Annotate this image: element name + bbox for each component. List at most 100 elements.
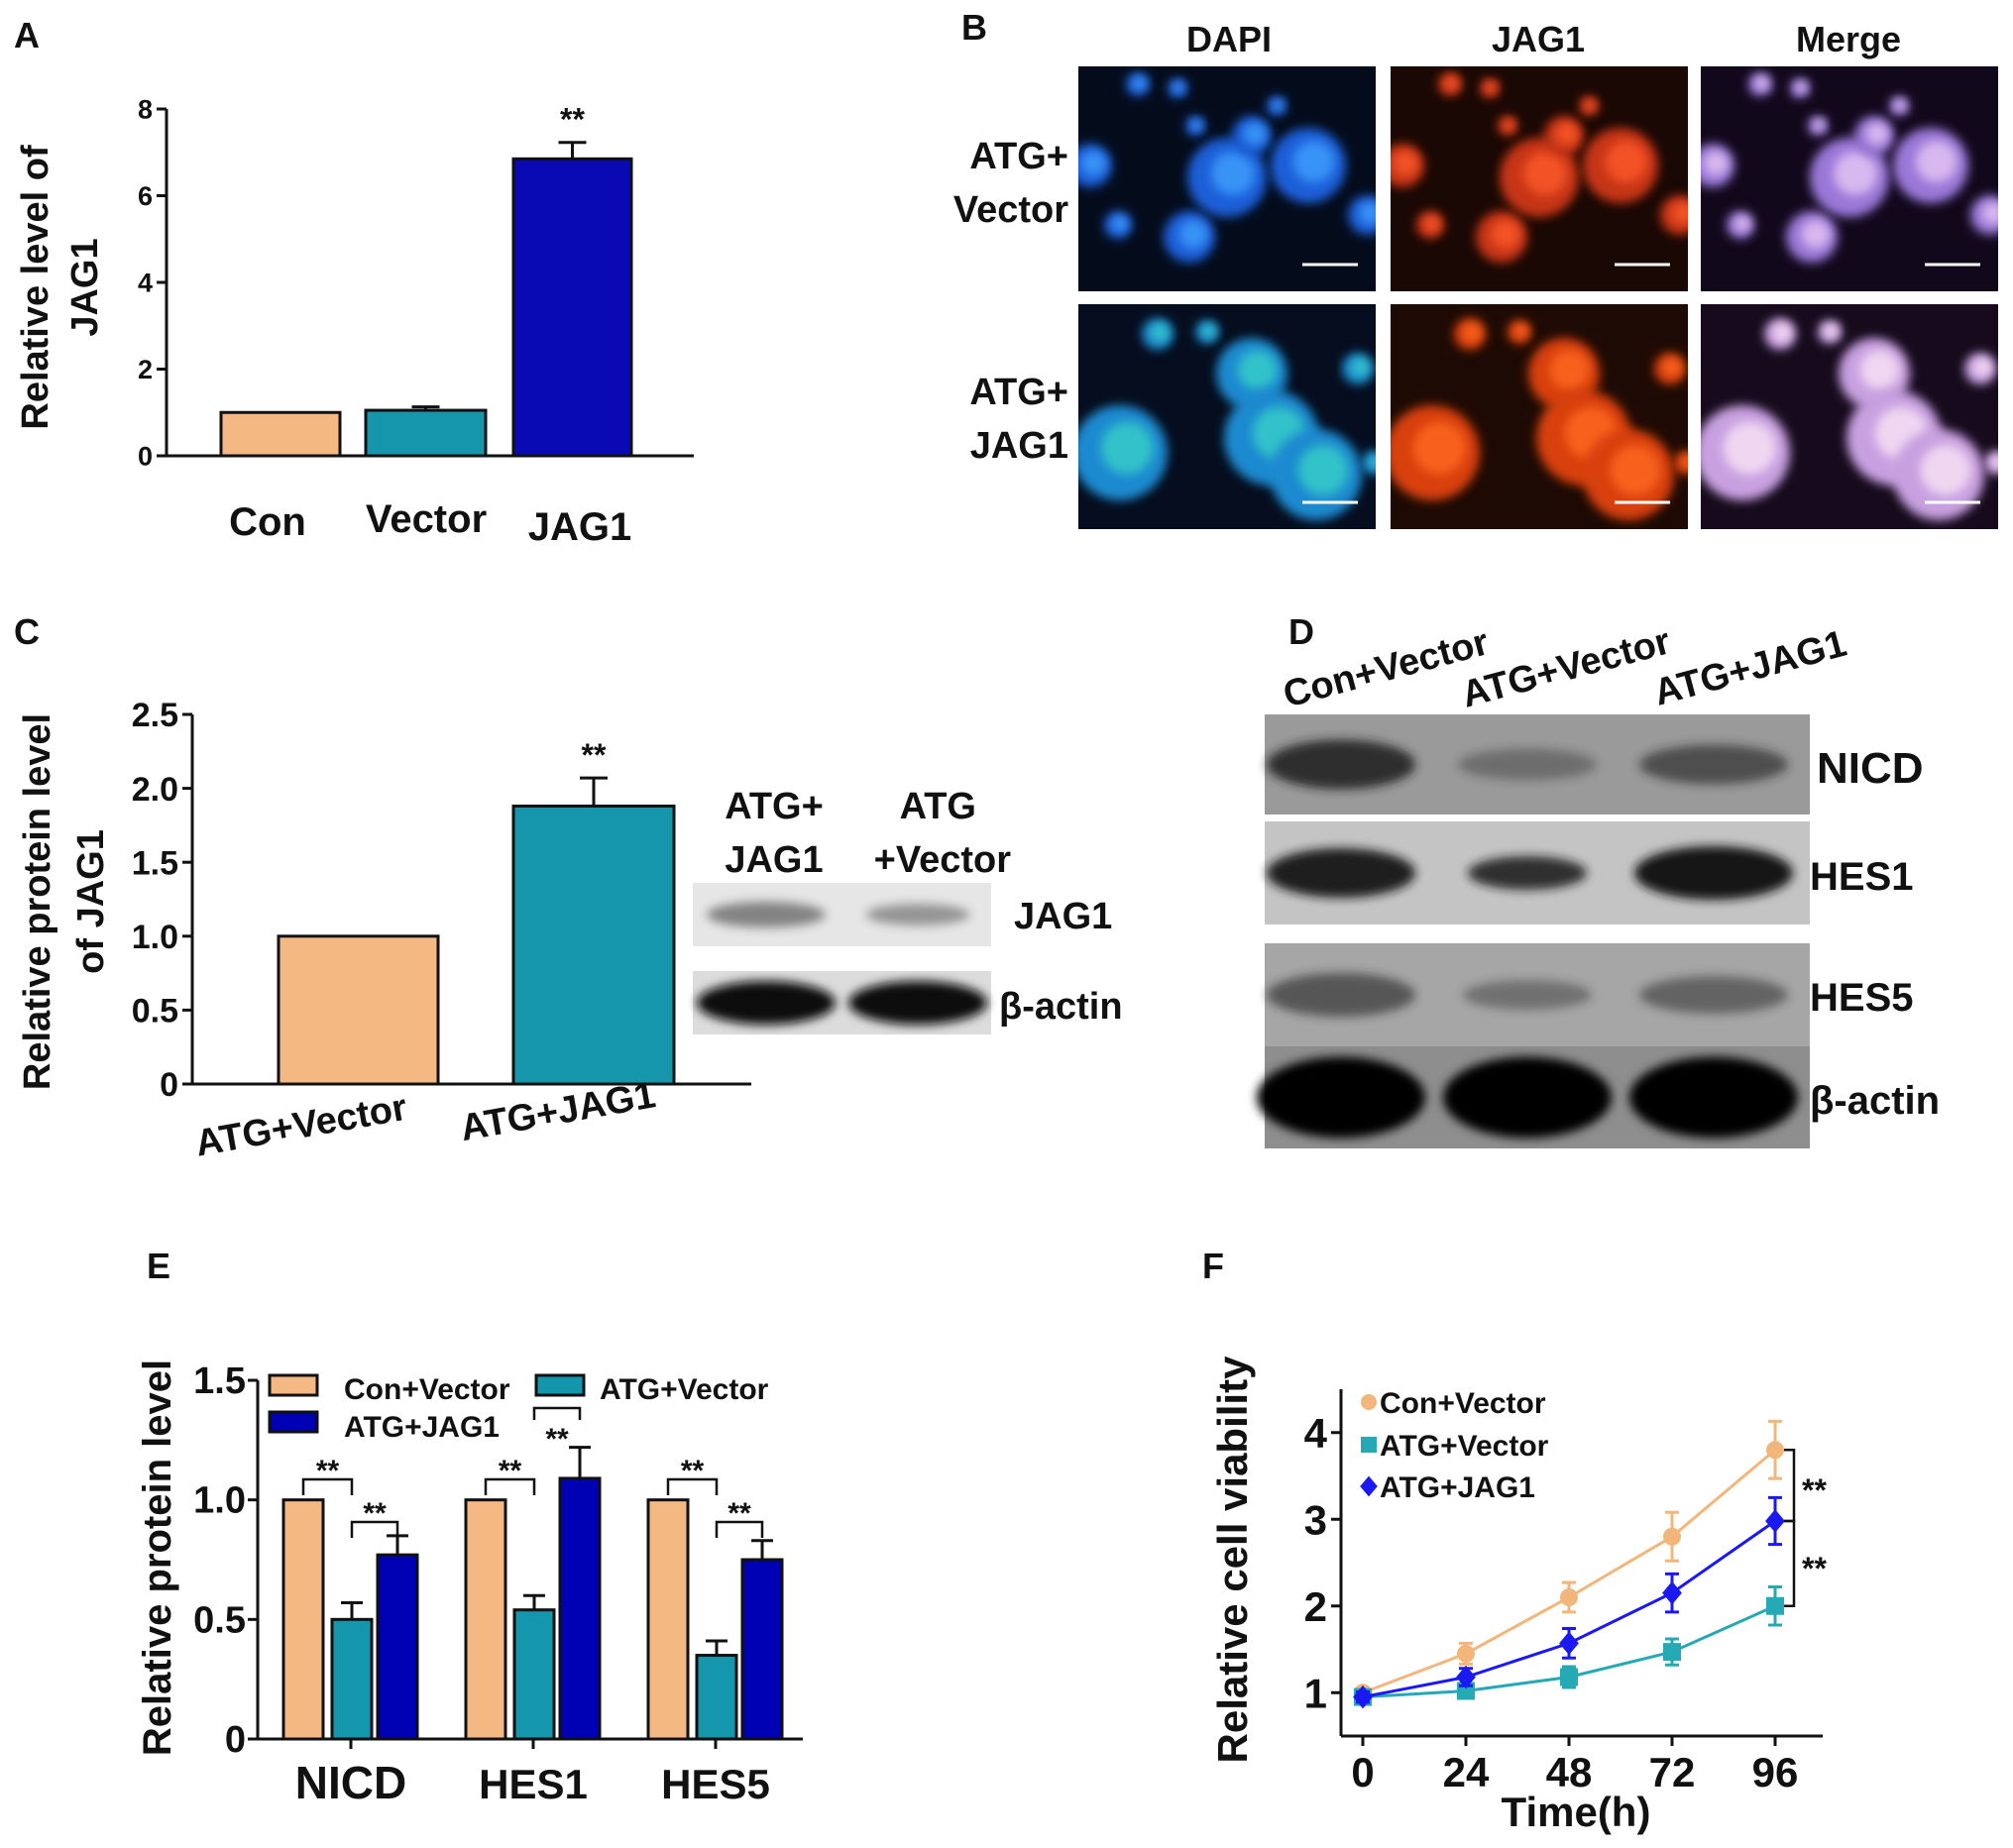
y-tick-label: 6 — [138, 181, 153, 211]
cell-cluster-core — [1920, 445, 1971, 495]
cell-cluster-core — [1491, 220, 1520, 249]
y-tick-label: 0 — [225, 1719, 246, 1761]
channel-header: Merge — [1796, 19, 1901, 59]
panel-label-D: D — [1288, 611, 1314, 652]
panel-label-B: B — [961, 7, 987, 48]
protein-band — [1257, 1056, 1425, 1139]
band-label: β-actin — [1810, 1079, 1940, 1123]
significance-label: ** — [727, 1497, 751, 1530]
protein-band — [865, 904, 970, 925]
band-label: HES1 — [1810, 855, 1914, 899]
protein-band — [1443, 1056, 1612, 1139]
chart-C: 0 0.5 1.0 1.5 2.0 2.5 ATG+Vector ** ATG+JAG1 Rela… — [17, 697, 751, 1165]
data-point — [1457, 1644, 1475, 1663]
bar — [511, 805, 676, 1086]
significance-label: ** — [681, 1455, 705, 1487]
significance-bracket — [1784, 1449, 1796, 1523]
panel-label-C: C — [14, 611, 40, 652]
cell-clusters — [1078, 318, 1376, 520]
cell-clusters — [1391, 72, 1688, 263]
x-tick-label: Vector — [366, 497, 487, 541]
cell-cluster-core — [1292, 141, 1335, 183]
significance-label: ** — [1802, 1551, 1827, 1586]
legend-swatch — [268, 1373, 319, 1397]
y-tick-label: 2.0 — [132, 771, 178, 809]
panel-label-E: E — [147, 1246, 170, 1286]
y-tick-label: 1.0 — [193, 1480, 246, 1522]
x-tick-label: ATG+Vector — [192, 1087, 410, 1165]
x-tick-label: Con — [229, 500, 306, 544]
cell-cluster-core — [1394, 151, 1418, 175]
cell-cluster-core — [1825, 324, 1839, 338]
band-label: NICD — [1817, 744, 1924, 793]
data-point — [1560, 1588, 1578, 1606]
y-tick-label: 2.5 — [132, 697, 178, 734]
cell-cluster-core — [1605, 141, 1647, 183]
cell-cluster-core — [1982, 202, 1998, 224]
legend-label: ATG+JAG1 — [344, 1411, 500, 1444]
y-tick-label: 0.5 — [132, 993, 178, 1031]
band-label: HES5 — [1810, 976, 1914, 1020]
significance-label: ** — [582, 737, 607, 773]
data-point — [1559, 1631, 1579, 1656]
y-axis-label: Relative protein level — [17, 713, 58, 1090]
protein-band — [697, 981, 836, 1025]
significance-bracket — [350, 1520, 399, 1538]
x-tick-label: 48 — [1546, 1749, 1593, 1795]
bar-ATG+JAG1 — [376, 1553, 419, 1741]
data-point — [1663, 1643, 1681, 1662]
cell-cluster-core — [1895, 99, 1906, 111]
x-tick-label: ATG+JAG1 — [457, 1074, 658, 1149]
panel-B-images: DAPI JAG1 Merge ATG+ Vector ATG+ JAG1 — [953, 19, 1998, 529]
bar-ATG+Vector — [695, 1654, 738, 1741]
fluorescence-image-jag1-row1 — [1391, 66, 1688, 291]
y-axis-label: Relative cell viability — [1209, 1356, 1256, 1764]
cell-cluster-core — [1834, 152, 1877, 195]
cell-cluster-core — [1412, 421, 1466, 475]
bar-ATG+JAG1 — [740, 1558, 784, 1741]
y-tick-label: 2 — [138, 355, 153, 384]
bar-Con+Vector — [464, 1498, 507, 1741]
band-label: JAG1 — [1014, 896, 1112, 937]
channel-header: DAPI — [1186, 19, 1272, 59]
cell-clusters — [1078, 72, 1376, 263]
fluorescence-image-dapi-row2 — [1078, 304, 1376, 529]
cell-clusters — [1391, 318, 1688, 520]
series-Con+Vector — [1354, 1419, 1784, 1702]
row-label: Vector — [953, 189, 1068, 231]
cell-cluster-core — [1723, 421, 1776, 475]
data-point — [1361, 1394, 1377, 1410]
y-axis-label: Relative level of — [15, 145, 56, 430]
legend-label: ATG+JAG1 — [1380, 1471, 1535, 1504]
significance-label: ** — [363, 1497, 387, 1530]
legend-label: Con+Vector — [344, 1373, 510, 1406]
cell-cluster-core — [1174, 81, 1184, 93]
data-point — [1766, 1441, 1784, 1460]
data-point — [1353, 1685, 1373, 1709]
significance-bracket — [532, 1406, 582, 1420]
protein-band — [1639, 976, 1788, 1014]
cell-cluster-core — [1549, 350, 1590, 390]
cell-cluster-core — [1672, 202, 1688, 224]
lane-label: +Vector — [874, 839, 1012, 881]
legend-label: ATG+Vector — [600, 1373, 769, 1406]
protein-band — [1458, 748, 1597, 781]
cell-cluster-core — [1814, 119, 1825, 131]
y-axis-label: JAG1 — [64, 238, 106, 336]
protein-band — [1468, 856, 1587, 890]
cell-cluster-core — [1859, 350, 1900, 390]
y-tick-label: 1.0 — [132, 919, 178, 956]
data-point — [1560, 1668, 1578, 1686]
data-point — [1765, 1509, 1785, 1533]
protein-band — [848, 981, 987, 1025]
band-label: β-actin — [999, 986, 1123, 1028]
cell-cluster-core — [1504, 119, 1514, 131]
protein-band — [1267, 973, 1415, 1017]
fluorescence-image-dapi-row1 — [1078, 66, 1376, 291]
row-label: JAG1 — [970, 425, 1068, 467]
cell-cluster-core — [1463, 323, 1482, 342]
